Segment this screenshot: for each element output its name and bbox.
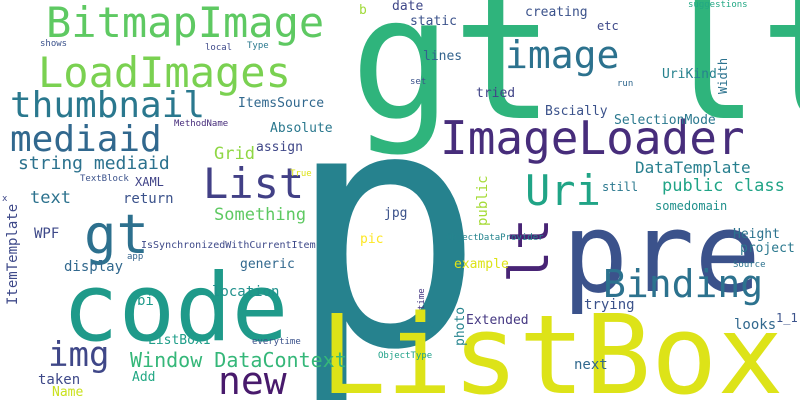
- word-bitmapimage: BitmapImage: [46, 0, 325, 47]
- word-itemssource: ItemsSource: [238, 96, 325, 111]
- word-imageloader: ImageLoader: [440, 111, 745, 165]
- word-text: text: [30, 188, 71, 208]
- word-shows: shows: [40, 39, 68, 49]
- word-textblock: TextBlock: [80, 174, 129, 184]
- word-add: Add: [132, 370, 156, 385]
- word-wpf: WPF: [34, 226, 60, 242]
- word-something: Something: [214, 205, 307, 225]
- word-lt: lt: [498, 217, 561, 283]
- word-tried: tried: [476, 86, 516, 101]
- word-isynchronized: IsSynchronizedWithCurrentItem: [141, 240, 316, 251]
- word-jpg: jpg: [384, 206, 408, 221]
- word-gt-lt: gt lt: [350, 0, 800, 159]
- word-width: Width: [716, 57, 730, 94]
- word-pre: pre: [562, 189, 761, 317]
- word-next: next: [574, 357, 608, 373]
- word-list: List: [203, 159, 305, 208]
- word-p: p: [286, 38, 485, 400]
- word-thumbnail: thumbnail: [10, 85, 206, 126]
- word-b: b: [359, 3, 367, 18]
- word-extended: Extended: [466, 313, 529, 328]
- word-datatemplate: DataTemplate: [635, 158, 751, 177]
- word-name: Name: [52, 385, 84, 400]
- word-empty: empty: [408, 322, 436, 332]
- word-xaml: XAML: [135, 175, 164, 189]
- word-somedomain: somedomain: [655, 199, 728, 213]
- word-loadimages: LoadImages: [38, 48, 291, 97]
- word-trying: trying: [584, 297, 635, 313]
- word-static: static: [410, 14, 457, 29]
- word-photo: photo: [453, 306, 468, 346]
- word-app: app: [127, 252, 144, 262]
- word-new: new: [218, 359, 287, 400]
- word-listbox1: ListBox1: [148, 333, 211, 348]
- word-public: public: [475, 175, 491, 226]
- word-mediaid: mediaid: [10, 119, 162, 160]
- word-grid: Grid: [214, 144, 255, 164]
- word-run: run: [617, 79, 634, 89]
- word-one-one: 1_1: [776, 311, 798, 325]
- word-source: Source: [733, 260, 766, 270]
- word-uri: Uri: [525, 166, 601, 215]
- word-public-class: public class: [662, 176, 785, 196]
- word-objectdataprovider: ObjectDataProvider: [446, 233, 544, 243]
- word-time: time: [417, 288, 427, 310]
- word-listbox: ListBox: [320, 291, 784, 400]
- word-x: x: [2, 194, 8, 204]
- word-pic: pic: [360, 232, 384, 247]
- word-true: True: [290, 169, 312, 179]
- word-assign: assign: [256, 140, 303, 155]
- word-everytime: everytime: [252, 337, 301, 347]
- word-code: code: [62, 254, 289, 363]
- word-display: display: [64, 259, 124, 275]
- word-example: example: [454, 257, 509, 272]
- word-taken: taken: [38, 372, 81, 388]
- word-img: img: [48, 335, 110, 375]
- word-etc: etc: [597, 19, 619, 33]
- word-bscially: Bscially: [545, 104, 608, 119]
- word-local: local: [205, 43, 233, 53]
- word-suggestions: suggestions: [688, 0, 748, 10]
- word-gt: gt: [84, 203, 150, 266]
- word-methodname: MethodName: [174, 119, 229, 129]
- word-project: project: [740, 241, 795, 256]
- word-itemtemplate: ItemTemplate: [5, 203, 21, 305]
- word-height: Height: [733, 227, 780, 242]
- word-creating: creating: [525, 5, 588, 20]
- word-return: return: [123, 191, 174, 207]
- word-selectionmode: SelectionMode: [614, 113, 716, 128]
- word-type: Type: [247, 41, 269, 51]
- word-date: date: [392, 0, 424, 14]
- word-generic: generic: [240, 257, 295, 272]
- word-string-mediaid: string mediaid: [18, 153, 170, 174]
- word-set: set: [410, 77, 427, 87]
- word-urikind: UriKind: [662, 67, 717, 82]
- word-image: image: [505, 33, 620, 77]
- word-location: location: [212, 284, 280, 300]
- word-bi: bi: [137, 293, 154, 309]
- word-window-datacontext: Window DataContext: [130, 348, 347, 372]
- word-lines: lines: [423, 49, 463, 64]
- word-still: still: [602, 180, 639, 194]
- word-objecttype: ObjectType: [378, 351, 433, 361]
- word-binding: Binding: [603, 262, 764, 306]
- word-absolute: Absolute: [270, 121, 333, 136]
- word-looks: looks: [734, 317, 777, 333]
